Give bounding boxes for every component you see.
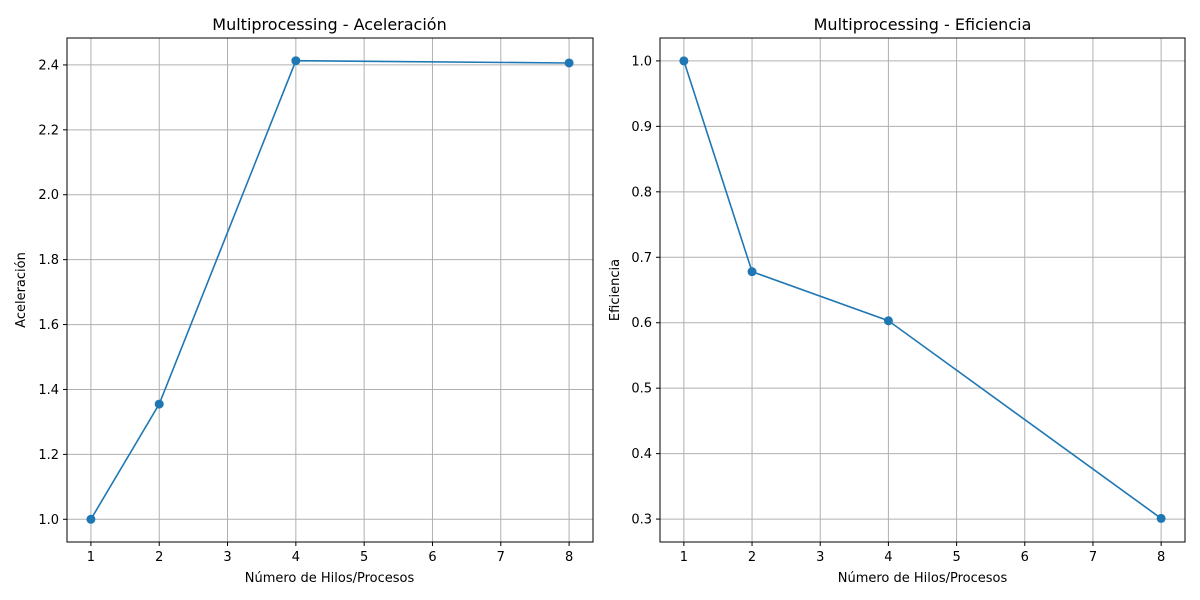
data-point [154,399,164,409]
x-axis-label: Número de Hilos/Procesos [245,571,415,586]
x-tick-label: 8 [1157,550,1165,565]
chart-title: Multiprocessing - Aceleración [212,15,446,34]
speedup-chart: Multiprocessing - Aceleración Número de … [14,15,594,586]
series [86,56,574,524]
data-point [679,56,689,66]
efficiency-chart: Multiprocessing - Eficiencia Número de H… [608,15,1186,586]
y-tick-label: 1.6 [38,318,59,333]
data-point [564,58,574,68]
y-tick-label: 2.0 [38,188,59,203]
y-tick-label: 1.0 [631,54,652,69]
plot-frame [659,37,1186,543]
y-axis-label: Aceleración [14,252,29,328]
x-tick-label: 8 [565,550,573,565]
data-point [747,267,757,277]
x-tick-label: 1 [87,550,95,565]
plot-frame [66,37,594,543]
data-point [1156,513,1166,523]
axis-ticks: 1 2 3 4 5 6 7 8 0.3 0.4 0.5 0.6 0.7 0.8 0.9 1.0 [631,54,1165,565]
x-tick-label: 2 [748,550,756,565]
y-tick-label: 2.2 [38,123,59,138]
x-tick-label: 1 [680,550,688,565]
x-tick-label: 5 [360,550,368,565]
series-line [90,59,570,520]
data-point [883,316,893,326]
x-tick-label: 6 [428,550,436,565]
y-tick-label: 0.3 [631,513,652,528]
x-tick-label: 5 [952,550,960,565]
data-point [291,56,301,66]
x-axis-label: Número de Hilos/Procesos [838,571,1008,586]
series [679,56,1166,523]
y-tick-label: 0.9 [631,120,652,135]
grid [67,38,593,542]
x-tick-label: 2 [155,550,163,565]
series-line [683,60,1162,520]
y-tick-label: 1.4 [38,383,59,398]
y-axis-label: Eficiencia [608,259,623,321]
y-tick-label: 0.5 [631,382,652,397]
x-tick-label: 7 [1089,550,1097,565]
y-tick-label: 0.7 [631,251,652,266]
grid [660,38,1185,542]
y-tick-label: 1.0 [38,513,59,528]
chart-title: Multiprocessing - Eficiencia [814,15,1032,34]
y-tick-label: 0.6 [631,316,652,331]
axis-ticks: 1 2 3 4 5 6 7 8 1.0 1.2 1.4 1.6 1.8 2.0 2.2 2.4 [38,58,573,565]
y-tick-label: 0.8 [631,185,652,200]
x-tick-label: 4 [884,550,892,565]
x-tick-label: 6 [1021,550,1029,565]
y-tick-label: 0.4 [631,447,652,462]
x-tick-label: 3 [223,550,231,565]
data-point [86,514,96,524]
x-tick-label: 4 [292,550,300,565]
y-tick-label: 2.4 [38,58,59,73]
x-tick-label: 7 [497,550,505,565]
y-tick-label: 1.2 [38,448,59,463]
x-tick-label: 3 [816,550,824,565]
y-tick-label: 1.8 [38,253,59,268]
